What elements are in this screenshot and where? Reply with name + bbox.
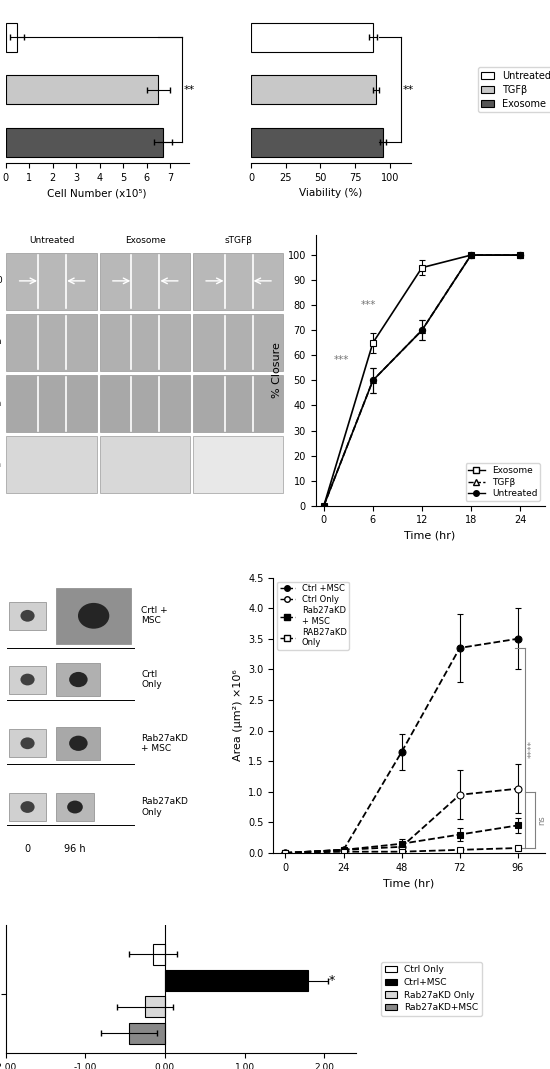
Text: 0: 0 — [0, 277, 2, 285]
Text: 0: 0 — [24, 845, 31, 854]
Bar — [56, 588, 131, 644]
Bar — [153, 944, 165, 965]
Bar — [56, 727, 101, 760]
Legend: Untreated, TGFβ, Exosome: Untreated, TGFβ, Exosome — [477, 67, 550, 112]
Bar — [6, 75, 158, 104]
Y-axis label: % Closure: % Closure — [272, 342, 282, 399]
Legend: Ctrl +MSC, Ctrl Only, Rab27aKD
+ MSC, RAB27aKD
Only: Ctrl +MSC, Ctrl Only, Rab27aKD + MSC, RA… — [277, 582, 349, 650]
Bar — [251, 75, 376, 104]
Bar — [100, 436, 190, 494]
X-axis label: Cell Number (x10⁵): Cell Number (x10⁵) — [47, 188, 147, 199]
Bar — [251, 127, 383, 156]
Text: Exosome: Exosome — [125, 236, 166, 246]
Ellipse shape — [20, 738, 35, 749]
Bar — [9, 602, 46, 630]
Ellipse shape — [69, 735, 87, 750]
Legend: Exosome, TGFβ, Untreated: Exosome, TGFβ, Untreated — [466, 463, 540, 501]
Bar — [9, 793, 46, 821]
Text: 10h: 10h — [0, 399, 2, 407]
Text: Crtl
Only: Crtl Only — [141, 670, 162, 690]
Text: **: ** — [403, 84, 414, 95]
Bar — [193, 375, 283, 432]
Y-axis label: Area (μm²) ×10⁶: Area (μm²) ×10⁶ — [233, 669, 243, 761]
Text: *: * — [328, 974, 334, 987]
Text: ns: ns — [537, 815, 546, 825]
Text: ***: *** — [334, 355, 349, 366]
Text: **: ** — [184, 84, 195, 95]
Bar — [129, 1023, 165, 1043]
X-axis label: Time (hr): Time (hr) — [383, 879, 434, 888]
Bar — [7, 375, 97, 432]
Bar — [6, 22, 17, 51]
Bar — [193, 252, 283, 310]
Bar — [145, 996, 165, 1018]
Bar — [193, 314, 283, 371]
Text: sTGFβ: sTGFβ — [224, 236, 252, 246]
Legend: Ctrl Only, Ctrl+MSC, Rab27aKD Only, Rab27aKD+MSC: Ctrl Only, Ctrl+MSC, Rab27aKD Only, Rab2… — [381, 962, 482, 1016]
Bar — [9, 729, 46, 757]
Text: Rab27aKD
Only: Rab27aKD Only — [141, 797, 188, 817]
Bar — [56, 663, 101, 696]
Bar — [100, 252, 190, 310]
Bar — [56, 793, 94, 821]
Bar — [193, 436, 283, 494]
Text: Rab27aKD
+ MSC: Rab27aKD + MSC — [141, 733, 188, 753]
Ellipse shape — [69, 672, 87, 687]
Ellipse shape — [78, 603, 109, 629]
Text: 96 h: 96 h — [64, 845, 86, 854]
Ellipse shape — [20, 610, 35, 622]
Bar — [100, 375, 190, 432]
Text: Untreated: Untreated — [29, 236, 75, 246]
Ellipse shape — [67, 801, 83, 814]
Bar — [6, 127, 163, 156]
Bar — [9, 666, 46, 694]
Bar — [7, 252, 97, 310]
Ellipse shape — [20, 673, 35, 685]
Text: 6h: 6h — [0, 338, 2, 346]
Bar — [251, 22, 373, 51]
Bar — [100, 314, 190, 371]
X-axis label: Viability (%): Viability (%) — [299, 188, 362, 199]
Text: 24h: 24h — [0, 460, 2, 468]
Bar — [7, 436, 97, 494]
Ellipse shape — [20, 801, 35, 812]
Text: ***: *** — [361, 300, 376, 310]
Text: ****: **** — [527, 740, 537, 758]
Bar — [165, 971, 309, 991]
Text: Crtl +
MSC: Crtl + MSC — [141, 606, 168, 625]
X-axis label: Time (hr): Time (hr) — [404, 531, 456, 541]
Bar — [7, 314, 97, 371]
